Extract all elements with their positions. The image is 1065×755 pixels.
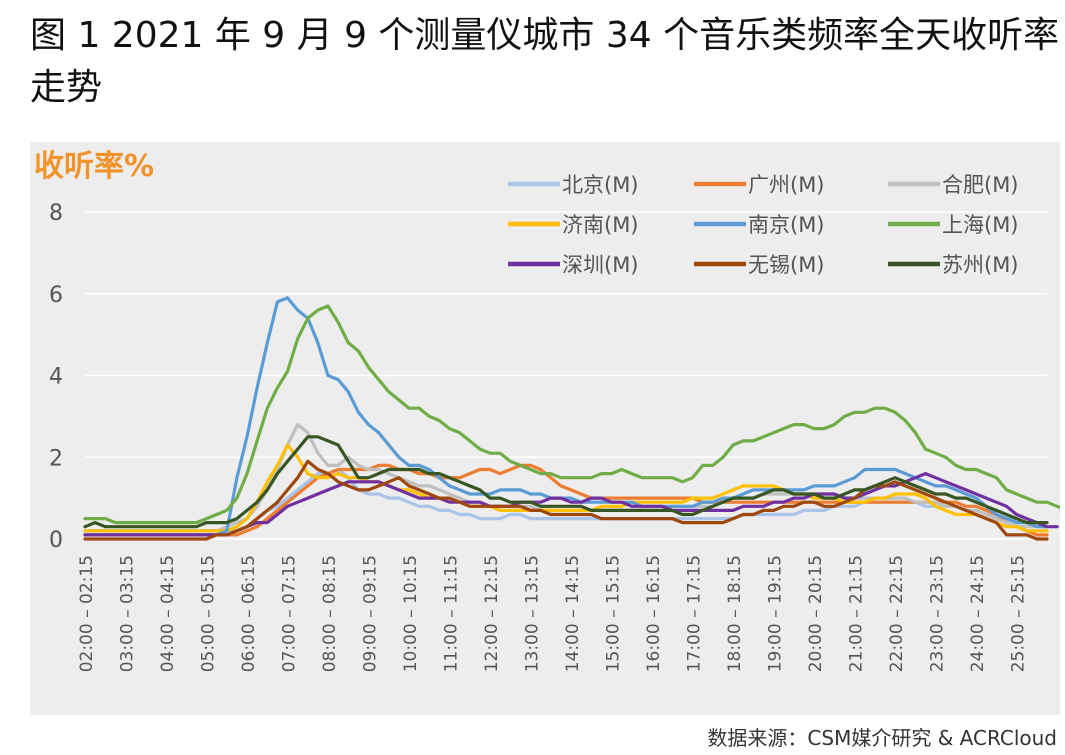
series-line-3 xyxy=(83,443,1049,533)
y-tick-label: 8 xyxy=(49,201,63,226)
legend-label: 济南(M) xyxy=(562,213,639,237)
legend-label: 苏州(M) xyxy=(942,253,1019,277)
y-tick-label: 6 xyxy=(49,283,63,308)
x-tick-label: 07:00 – 07:15 xyxy=(280,555,300,672)
legend-label: 北京(M) xyxy=(562,173,639,197)
x-tick-label: 18:00 – 18:15 xyxy=(725,555,745,672)
x-tick-label: 14:00 – 14:15 xyxy=(563,555,583,672)
x-tick-label: 11:00 – 11:15 xyxy=(442,555,462,672)
chart-title: 图 1 2021 年 9 月 9 个测量仪城市 34 个音乐类频率全天收听率走势 xyxy=(30,15,1060,108)
x-tick-label: 23:00 – 23:15 xyxy=(928,555,948,672)
x-tick-label: 16:00 – 16:15 xyxy=(644,555,664,672)
y-axis-ticks: 0 2 4 6 8 xyxy=(49,201,63,553)
x-tick-label: 15:00 – 15:15 xyxy=(604,555,624,672)
legend-label: 合肥(M) xyxy=(942,173,1019,197)
x-axis-ticks: 02:00 – 02:15 03:00 – 03:15 04:00 – 04:15 0… xyxy=(77,555,1029,672)
x-tick-label: 09:00 – 09:15 xyxy=(361,555,381,672)
legend-label: 无锡(M) xyxy=(748,253,825,277)
series-line-8 xyxy=(83,435,1049,529)
series-line-5 xyxy=(83,304,1060,525)
y-tick-label: 4 xyxy=(49,365,63,390)
chart-panel: 收听率% 0 2 4 6 8 02:00 – 02:15 03:00 – 03:15 04:… xyxy=(30,142,1060,715)
series-line-4 xyxy=(83,296,1049,537)
series-line-7 xyxy=(83,459,1049,541)
legend-label: 广州(M) xyxy=(748,173,825,197)
x-tick-label: 02:00 – 02:15 xyxy=(77,555,97,672)
y-tick-label: 2 xyxy=(49,446,63,471)
legend-label: 上海(M) xyxy=(942,213,1019,237)
x-tick-label: 21:00 – 21:15 xyxy=(847,555,867,672)
x-tick-label: 12:00 – 12:15 xyxy=(482,555,502,672)
y-axis-label: 收听率% xyxy=(34,149,154,184)
x-tick-label: 24:00 – 24:15 xyxy=(968,555,988,672)
x-tick-label: 13:00 – 13:15 xyxy=(523,555,543,672)
x-tick-label: 17:00 – 17:15 xyxy=(685,555,705,672)
legend-label: 南京(M) xyxy=(748,213,825,237)
x-tick-label: 25:00 – 25:15 xyxy=(1009,555,1029,672)
series-line-1 xyxy=(83,463,1049,537)
x-tick-label: 22:00 – 22:15 xyxy=(887,555,907,672)
y-tick-label: 0 xyxy=(49,528,63,553)
series-lines xyxy=(83,296,1060,541)
x-tick-label: 10:00 – 10:15 xyxy=(401,555,421,672)
x-tick-label: 08:00 – 08:15 xyxy=(320,555,340,672)
legend-label: 深圳(M) xyxy=(562,253,639,277)
legend: 北京(M) 广州(M) 合肥(M) 济南(M) 南京(M) 上海(M) 深圳(M) 无锡(M)… xyxy=(508,173,1019,277)
x-tick-label: 03:00 – 03:15 xyxy=(118,555,138,672)
gridlines xyxy=(85,211,1047,540)
x-tick-label: 04:00 – 04:15 xyxy=(158,555,178,672)
x-tick-label: 19:00 – 19:15 xyxy=(766,555,786,672)
data-source-note: 数据来源：CSM媒介研究 & ACRCloud xyxy=(707,726,1057,750)
x-tick-label: 05:00 – 05:15 xyxy=(199,555,219,672)
x-tick-label: 06:00 – 06:15 xyxy=(239,555,259,672)
line-chart: 收听率% 0 2 4 6 8 02:00 – 02:15 03:00 – 03:15 04:… xyxy=(34,149,1060,672)
x-tick-label: 20:00 – 20:15 xyxy=(806,555,826,672)
